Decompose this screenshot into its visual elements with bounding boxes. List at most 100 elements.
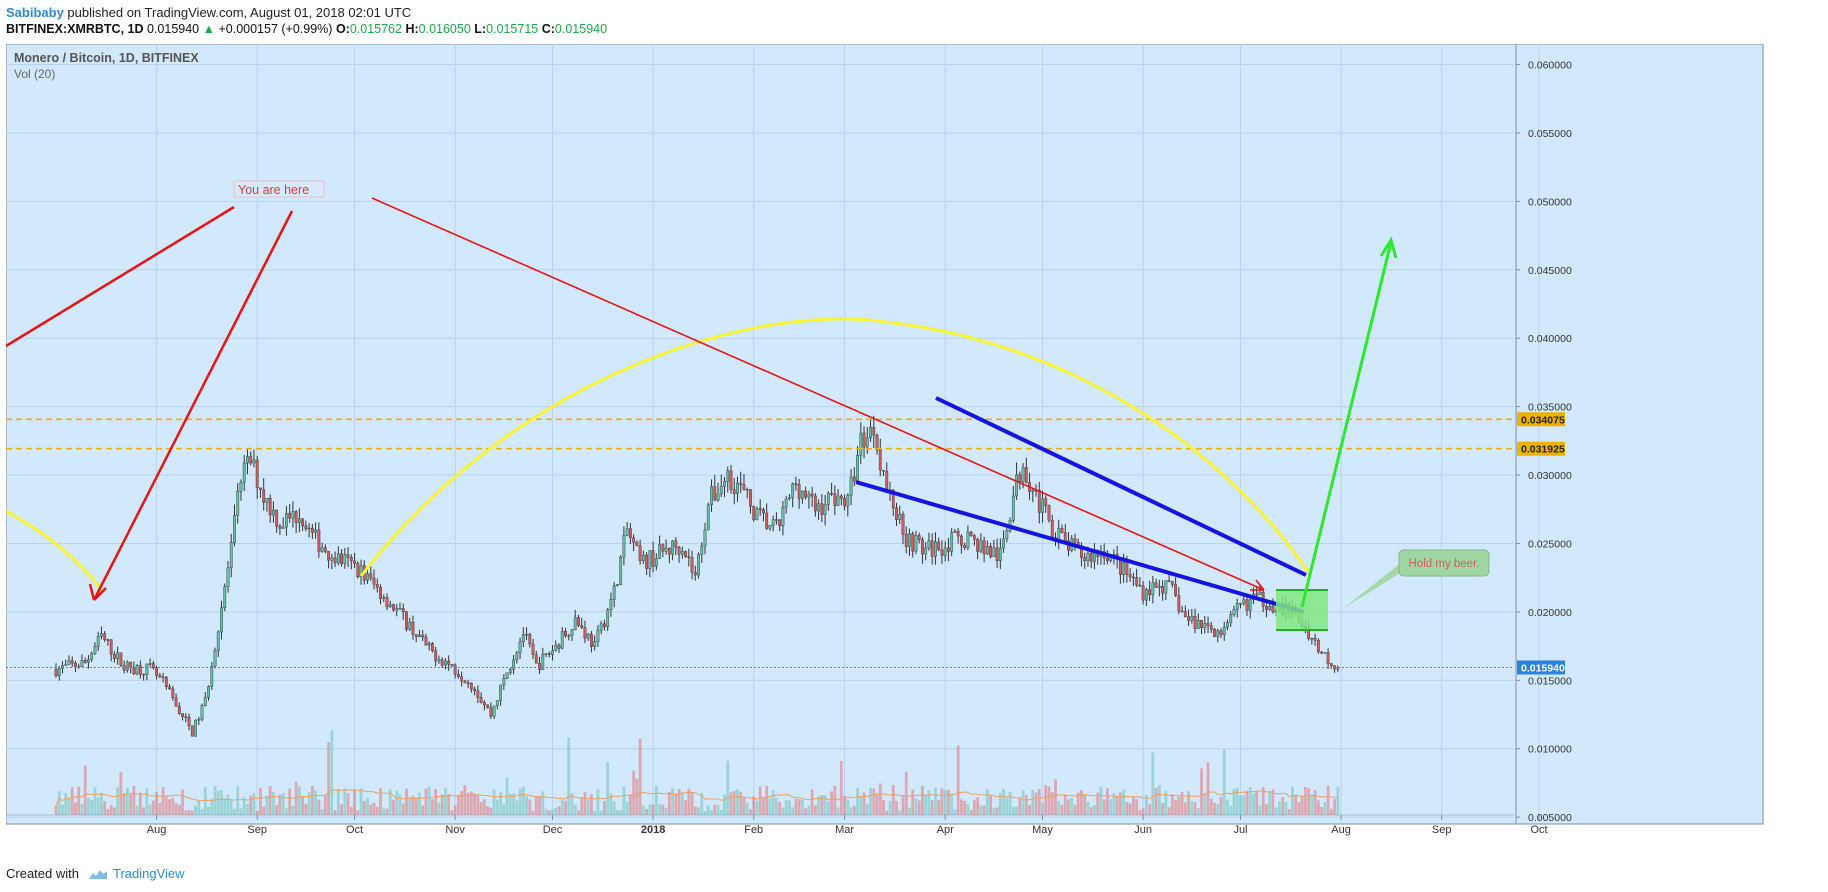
- candle-body: [950, 532, 954, 552]
- candle-body: [74, 662, 77, 667]
- candle: [995, 538, 999, 569]
- candle-body: [187, 717, 191, 727]
- candle-body: [252, 459, 256, 464]
- volume-bar: [1057, 801, 1061, 815]
- red-trend-line-upper-left[interactable]: [5, 205, 235, 348]
- candle-body: [1128, 574, 1132, 578]
- volume-bar: [1229, 805, 1233, 815]
- volume-bar: [174, 803, 178, 815]
- volume-bar: [1294, 794, 1298, 815]
- candle: [823, 494, 827, 526]
- red-arrow-line[interactable]: [92, 210, 294, 601]
- volume-bar: [934, 787, 937, 815]
- volume-bar: [268, 786, 272, 815]
- volume-bar: [661, 804, 665, 815]
- candle: [138, 660, 142, 679]
- candle-body: [272, 509, 275, 516]
- price-tick-label: 0.045000: [1528, 265, 1572, 277]
- volume-bar: [641, 805, 645, 815]
- candle: [1219, 628, 1223, 639]
- candle: [661, 543, 665, 558]
- candle-body: [716, 493, 720, 501]
- volume-bar: [697, 807, 700, 815]
- candle: [872, 415, 876, 449]
- candle-body: [1336, 667, 1340, 670]
- volume-bar: [1096, 792, 1100, 815]
- candle: [437, 655, 441, 664]
- candle: [64, 659, 68, 666]
- candle: [557, 643, 561, 653]
- volume-bar: [573, 804, 577, 815]
- candle: [320, 542, 324, 553]
- candle-body: [83, 660, 87, 663]
- green-arrow-line[interactable]: [1300, 241, 1393, 608]
- candle: [74, 660, 77, 673]
- candle-body: [856, 455, 859, 482]
- time-axis[interactable]: Aug Sep Oct Nov Dec 2018 Feb Mar Apr May Jun Jul Aug…: [6, 814, 1548, 836]
- candle: [947, 538, 950, 562]
- tradingview-cloud-icon: [88, 869, 107, 879]
- you-are-here-box[interactable]: [233, 180, 325, 198]
- volume-bar: [77, 786, 81, 815]
- volume-bar: [930, 800, 934, 815]
- time-tick-label: Oct: [1530, 824, 1547, 836]
- candle-body: [810, 493, 814, 497]
- candle: [609, 592, 613, 617]
- volume-bar: [1002, 788, 1005, 815]
- candle: [794, 476, 798, 491]
- volume-bar: [1063, 795, 1067, 815]
- candle: [132, 661, 136, 676]
- blue-wedge-upper[interactable]: [935, 396, 1307, 577]
- volume-bar: [1265, 803, 1268, 815]
- red-descending-trendline[interactable]: [371, 197, 1265, 591]
- author-link[interactable]: Sabibaby: [6, 5, 64, 20]
- volume-bar: [885, 810, 889, 815]
- tradingview-brand-link[interactable]: TradingView: [87, 866, 185, 881]
- candle-body: [411, 621, 415, 635]
- callout-bubble[interactable]: [1398, 549, 1490, 577]
- volume-bar: [791, 807, 795, 815]
- candle: [671, 540, 674, 561]
- candle-body: [917, 535, 921, 540]
- candle-body: [664, 547, 668, 552]
- candle-body: [862, 432, 866, 448]
- price-tag-label: 0.034075: [1521, 414, 1565, 426]
- volume-bar: [1008, 791, 1012, 815]
- horizontal-levels[interactable]: [6, 418, 1514, 450]
- volume-bar: [259, 787, 262, 815]
- blue-wedge-lower[interactable]: [855, 480, 1305, 614]
- close-value: 0.015940: [554, 22, 608, 36]
- candle-body: [1041, 498, 1044, 513]
- candle: [1170, 580, 1174, 588]
- candle-body: [450, 664, 454, 666]
- volume-bar: [499, 792, 502, 815]
- candle-body: [1258, 591, 1262, 595]
- green-target-box[interactable]: [1276, 590, 1328, 630]
- candle-body: [194, 719, 197, 737]
- chart-area[interactable]: Hold my beer. You are here 0.060000 0.0550…: [5, 43, 1766, 856]
- high-value: 0.016050: [418, 22, 471, 36]
- volume-bar: [1112, 793, 1116, 815]
- volume-bar: [1073, 804, 1077, 815]
- yellow-arc-left[interactable]: [5, 509, 104, 591]
- candle: [93, 642, 97, 656]
- candle-body: [1164, 580, 1168, 594]
- candle-body: [460, 676, 464, 682]
- volume-bar: [927, 790, 931, 815]
- volume-bar: [1213, 802, 1216, 815]
- volume-bar: [392, 799, 395, 815]
- candle: [612, 581, 616, 608]
- plot-background[interactable]: [5, 43, 1764, 825]
- yellow-arc-dome[interactable]: [359, 317, 1310, 577]
- candle: [125, 660, 129, 673]
- candle-body: [473, 688, 477, 692]
- price-chart[interactable]: Hold my beer. You are here 0.060000 0.0550…: [5, 43, 1766, 856]
- drawings[interactable]: Hold my beer. You are here: [5, 180, 1490, 631]
- volume-bar: [1050, 792, 1054, 815]
- candle: [911, 531, 915, 558]
- candle-body: [1141, 585, 1145, 601]
- volume-bar: [440, 794, 444, 815]
- volume-bar: [1307, 788, 1311, 815]
- candle: [745, 487, 749, 499]
- candle-body: [723, 481, 726, 487]
